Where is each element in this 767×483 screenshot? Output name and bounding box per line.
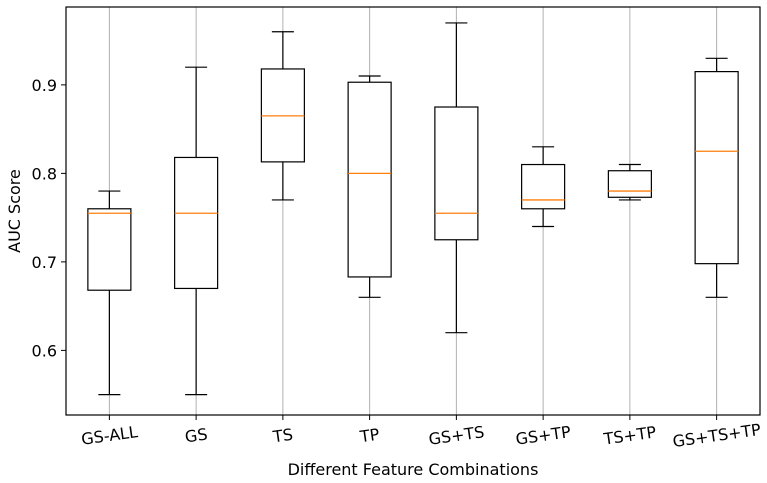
- box-iqr: [174, 156, 219, 290]
- box-iqr: [347, 81, 392, 278]
- plot-frame: [65, 6, 761, 416]
- y-tick-label: 0.8: [32, 164, 57, 183]
- boxes: [87, 22, 739, 396]
- x-tick-label: GS+TS: [427, 422, 485, 449]
- box-gs-plus-ts: [434, 22, 479, 334]
- y-axis-label: AUC Score: [5, 169, 24, 253]
- box-ts-plus-tp: [607, 163, 652, 201]
- box-tp: [347, 75, 392, 298]
- x-tick-label: GS+TS+TP: [671, 420, 762, 451]
- y-tick-label: 0.6: [32, 341, 57, 360]
- x-tick-label: TS+TP: [602, 422, 658, 448]
- box-gs-plus-ts-plus-tp: [694, 57, 739, 298]
- box-iqr: [87, 208, 132, 291]
- box-gs-all: [87, 190, 132, 396]
- box-gs: [174, 66, 219, 396]
- box-gs-plus-tp: [521, 146, 566, 228]
- y-tick-label: 0.7: [32, 253, 57, 272]
- y-tick-label: 0.9: [32, 76, 57, 95]
- box-ts: [260, 31, 305, 201]
- x-tick-label: GS+TP: [514, 422, 572, 449]
- box-iqr: [694, 71, 739, 265]
- x-tick-label: TP: [358, 425, 381, 447]
- box-iqr: [521, 163, 566, 210]
- x-axis-label: Different Feature Combinations: [288, 460, 539, 479]
- x-tick-label: GS-ALL: [80, 422, 139, 449]
- box-iqr: [607, 170, 652, 198]
- x-axis: GS-ALL GS TS TP GS+TS GS+TP TS+TP GS+TS+TP: [80, 415, 762, 451]
- box-iqr: [434, 106, 479, 241]
- x-tick-label: GS: [184, 425, 209, 447]
- x-tick-label: TS: [271, 425, 294, 447]
- y-axis: 0.6 0.7 0.8 0.9: [32, 76, 66, 360]
